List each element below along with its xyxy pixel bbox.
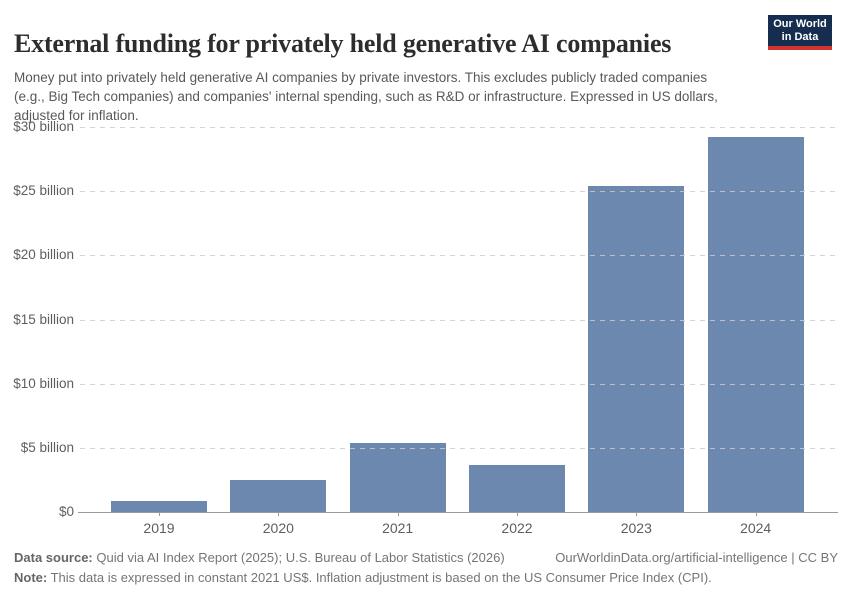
footer-attribution: OurWorldinData.org/artificial-intelligen… (555, 550, 838, 565)
gridline-5 (80, 447, 836, 449)
owid-logo-box: Our World in Data (768, 15, 832, 46)
y-tick-label-0: $0 (58, 504, 74, 519)
y-tick-label-25: $25 billion (13, 183, 74, 199)
owid-logo-line1: Our World (773, 18, 827, 30)
x-tick-label-2021: 2021 (382, 520, 414, 536)
y-tick-label-20: $20 billion (13, 247, 74, 263)
owid-logo: Our World in Data (768, 15, 832, 50)
data-source-label: Data source: (14, 550, 93, 565)
x-axis-tick-2023 (636, 512, 638, 516)
x-tick-label-2024: 2024 (740, 520, 772, 536)
owid-logo-line2: in Data (781, 30, 819, 43)
y-tick-label-5: $5 billion (20, 439, 74, 455)
note-text: This data is expressed in constant 2021 … (50, 570, 712, 585)
x-tick-label-2023: 2023 (620, 520, 652, 536)
x-axis-tick-2024 (755, 512, 757, 516)
gridline-25 (80, 191, 836, 193)
x-tick-label-2022: 2022 (501, 520, 533, 536)
y-tick-label-15: $15 billion (13, 311, 74, 327)
owid-logo-red-bar (768, 46, 832, 50)
x-tick-label-2020: 2020 (262, 520, 294, 536)
gridline-10 (80, 383, 836, 385)
bar-2022 (468, 464, 565, 512)
data-source-text: Quid via AI Index Report (2025); U.S. Bu… (96, 550, 505, 565)
footer-data-source: Data source: Quid via AI Index Report (2… (14, 550, 574, 566)
x-axis-tick-2022 (516, 512, 518, 516)
note-label: Note: (14, 570, 48, 585)
x-axis-tick-2021 (397, 512, 399, 516)
x-axis-line (78, 512, 838, 513)
page-title: External funding for privately held gene… (14, 29, 672, 59)
y-tick-label-10: $10 billion (13, 375, 74, 391)
page-subtitle: Money put into privately held generative… (14, 69, 718, 123)
footer-note: Note: This data is expressed in constant… (14, 570, 774, 586)
gridline-15 (80, 319, 836, 321)
x-axis-tick-2020 (278, 512, 280, 516)
bar-2020 (230, 479, 327, 512)
bar-2021 (349, 442, 446, 512)
gridline-20 (80, 255, 836, 257)
bar-2023 (588, 186, 685, 512)
x-tick-label-2019: 2019 (143, 520, 175, 536)
bar-2019 (111, 501, 207, 512)
y-tick-label-30: $30 billion (13, 119, 74, 134)
bar-2024 (707, 137, 804, 512)
x-axis-tick-2019 (159, 512, 160, 516)
gridline-30 (80, 127, 836, 128)
